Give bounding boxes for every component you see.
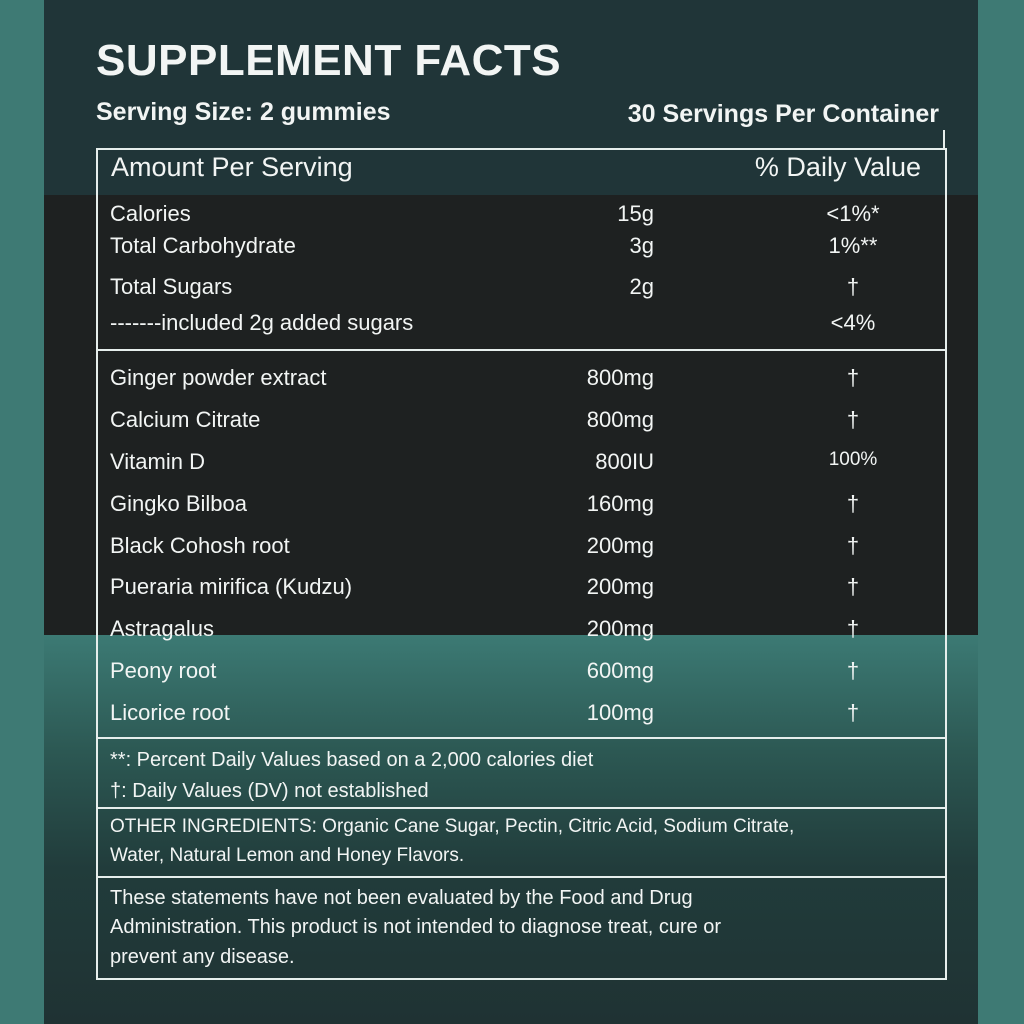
row-daily-value: <1%* [826, 201, 880, 226]
row-name: Peony root [110, 658, 217, 683]
ingredient-row: Gingko Bilboa 160mg † [0, 491, 1024, 521]
row-name: Calories [110, 201, 191, 226]
row-name: Total Carbohydrate [110, 233, 296, 258]
servings-per-container: 30 Servings Per Container [627, 100, 939, 128]
disclaimer: Administration. This product is not inte… [110, 916, 722, 938]
divider [96, 349, 945, 351]
row-amount: 800IU [595, 449, 654, 474]
row-daily-value: † [846, 365, 860, 390]
facts-table [96, 148, 947, 980]
row-daily-value: † [846, 616, 860, 641]
row-daily-value: † [846, 658, 860, 683]
other-ingredients: Water, Natural Lemon and Honey Flavors. [110, 845, 465, 866]
header-daily-value: % Daily Value [754, 152, 921, 182]
ingredient-row: Ginger powder extract 800mg † [0, 365, 1024, 395]
ingredient-row: Pueraria mirifica (Kudzu) 200mg † [0, 574, 1024, 604]
row-amount: 200mg [586, 574, 654, 599]
nutrition-row: Total Sugars 2g † [0, 274, 1024, 304]
row-daily-value: † [846, 533, 860, 558]
nutrition-row: Calories 15g <1%* [0, 201, 1024, 231]
row-amount: 3g [629, 233, 654, 258]
row-amount: 15g [617, 201, 654, 226]
other-ingredients: OTHER INGREDIENTS: Organic Cane Sugar, P… [110, 816, 795, 837]
footnote: †: Daily Values (DV) not established [110, 780, 429, 802]
nutrition-row: -------included 2g added sugars <4% [0, 310, 1024, 340]
row-amount: 800mg [586, 365, 654, 390]
row-amount: 600mg [586, 658, 654, 683]
serving-size: Serving Size: 2 gummies [96, 98, 391, 126]
row-amount: 2g [629, 274, 654, 299]
nutrition-row: Total Carbohydrate 3g 1%** [0, 233, 1024, 263]
row-name: Ginger powder extract [110, 365, 327, 390]
row-daily-value: 100% [828, 449, 878, 470]
row-name: Gingko Bilboa [110, 491, 247, 516]
row-name: Black Cohosh root [110, 533, 290, 558]
row-name: Calcium Citrate [110, 407, 261, 432]
row-daily-value: <4% [830, 310, 876, 335]
row-name: Licorice root [110, 700, 230, 725]
row-daily-value: † [846, 274, 860, 299]
row-name: Total Sugars [110, 274, 233, 299]
divider [96, 807, 945, 809]
ingredient-row: Licorice root 100mg † [0, 700, 1024, 730]
background-band-bottom [44, 635, 978, 1024]
footnote: **: Percent Daily Values based on a 2,00… [110, 749, 594, 771]
header-amount-per-serving: Amount Per Serving [111, 152, 353, 182]
row-amount: 160mg [586, 491, 654, 516]
row-amount: 200mg [586, 533, 654, 558]
ingredient-row: Astragalus 200mg † [0, 616, 1024, 646]
row-amount: 200mg [586, 616, 654, 641]
row-amount: 100mg [586, 700, 654, 725]
divider [96, 876, 945, 878]
ingredient-row: Calcium Citrate 800mg † [0, 407, 1024, 437]
divider [96, 737, 945, 739]
row-daily-value: 1%** [828, 233, 878, 258]
disclaimer: prevent any disease. [110, 946, 295, 968]
label-background [44, 0, 978, 1024]
disclaimer: These statements have not been evaluated… [110, 887, 693, 909]
ingredient-row: Black Cohosh root 200mg † [0, 533, 1024, 563]
row-daily-value: † [846, 574, 860, 599]
ingredient-row: Vitamin D 800IU 100% [0, 449, 1024, 479]
row-name: -------included 2g added sugars [110, 310, 414, 335]
row-daily-value: † [846, 407, 860, 432]
row-name: Vitamin D [110, 449, 205, 474]
row-daily-value: † [846, 491, 860, 516]
divider [943, 130, 945, 150]
row-name: Astragalus [110, 616, 214, 641]
ingredient-row: Peony root 600mg † [0, 658, 1024, 688]
row-daily-value: † [846, 700, 860, 725]
background-band-top [44, 0, 978, 195]
row-amount: 800mg [586, 407, 654, 432]
row-name: Pueraria mirifica (Kudzu) [110, 574, 353, 599]
page-title: SUPPLEMENT FACTS [96, 36, 562, 85]
background-band-middle [44, 195, 978, 635]
